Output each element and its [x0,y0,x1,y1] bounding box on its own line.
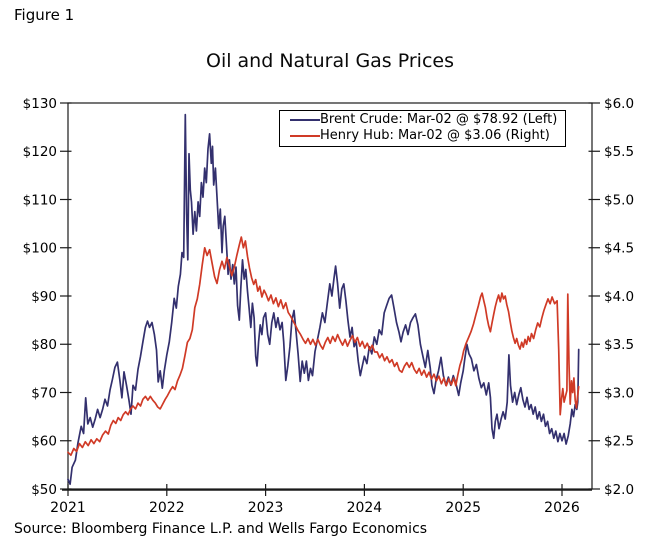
axis-tick-label: 2026 [544,500,580,516]
legend-label-brent: Brent Crude: Mar-02 @ $78.92 (Left) [320,112,558,127]
axis-tick-label: $110 [23,192,57,208]
axis-tick-label: $120 [23,144,57,160]
axis-tick-label: $4.0 [604,289,634,305]
plot-border [67,102,593,490]
y-axis-left: $50 $60 $70 $80 $90 $100 $110 $120 $130 [23,96,72,498]
legend-row-brent: Brent Crude: Mar-02 @ $78.92 (Left) [290,112,557,128]
y-axis-right: $2.0 $2.5 $3.0 $3.5 $4.0 $4.5 $5.0 $5.5 $6.0 [588,96,634,498]
legend: Brent Crude: Mar-02 @ $78.92 (Left) Henr… [279,110,567,147]
axis-tick-label: $3.0 [604,385,634,401]
axis-tick-label: $5.0 [604,192,634,208]
axis-tick-label: $3.5 [604,337,634,353]
axis-tick-label: $2.0 [604,482,634,498]
source-note: Source: Bloomberg Finance L.P. and Wells… [14,521,428,537]
axis-tick-label: $100 [23,241,57,257]
legend-label-henry: Henry Hub: Mar-02 @ $3.06 (Right) [320,128,550,143]
axis-tick-label: 2021 [50,500,86,516]
brent-line-swatch-icon [290,119,320,121]
x-axis: 2021 2022 2023 2024 2025 2026 [50,484,580,516]
henry-hub-line [67,236,580,457]
axis-tick-label: 2023 [248,500,284,516]
plot-frame [62,102,593,491]
axis-tick-label: $90 [31,289,57,305]
axis-tick-label: $5.5 [604,144,634,160]
axis-tick-label: $70 [31,385,57,401]
axis-tick-label: $60 [31,434,57,450]
henry-hub-line-swatch-icon [290,135,320,137]
chart-title: Oil and Natural Gas Prices [205,50,454,72]
figure-label: Figure 1 [14,6,75,24]
axis-tick-label: $80 [31,337,57,353]
axis-tick-label: $130 [23,96,57,112]
axis-tick-label: 2022 [149,500,185,516]
axis-tick-label: $50 [31,482,57,498]
axis-tick-label: 2025 [445,500,481,516]
axis-tick-label: 2024 [347,500,383,516]
axis-tick-label: $6.0 [604,96,634,112]
legend-row-henry: Henry Hub: Mar-02 @ $3.06 (Right) [290,128,557,144]
axis-tick-label: $4.5 [604,241,634,257]
brent-crude-line [67,113,580,486]
axis-tick-label: $2.5 [604,434,634,450]
